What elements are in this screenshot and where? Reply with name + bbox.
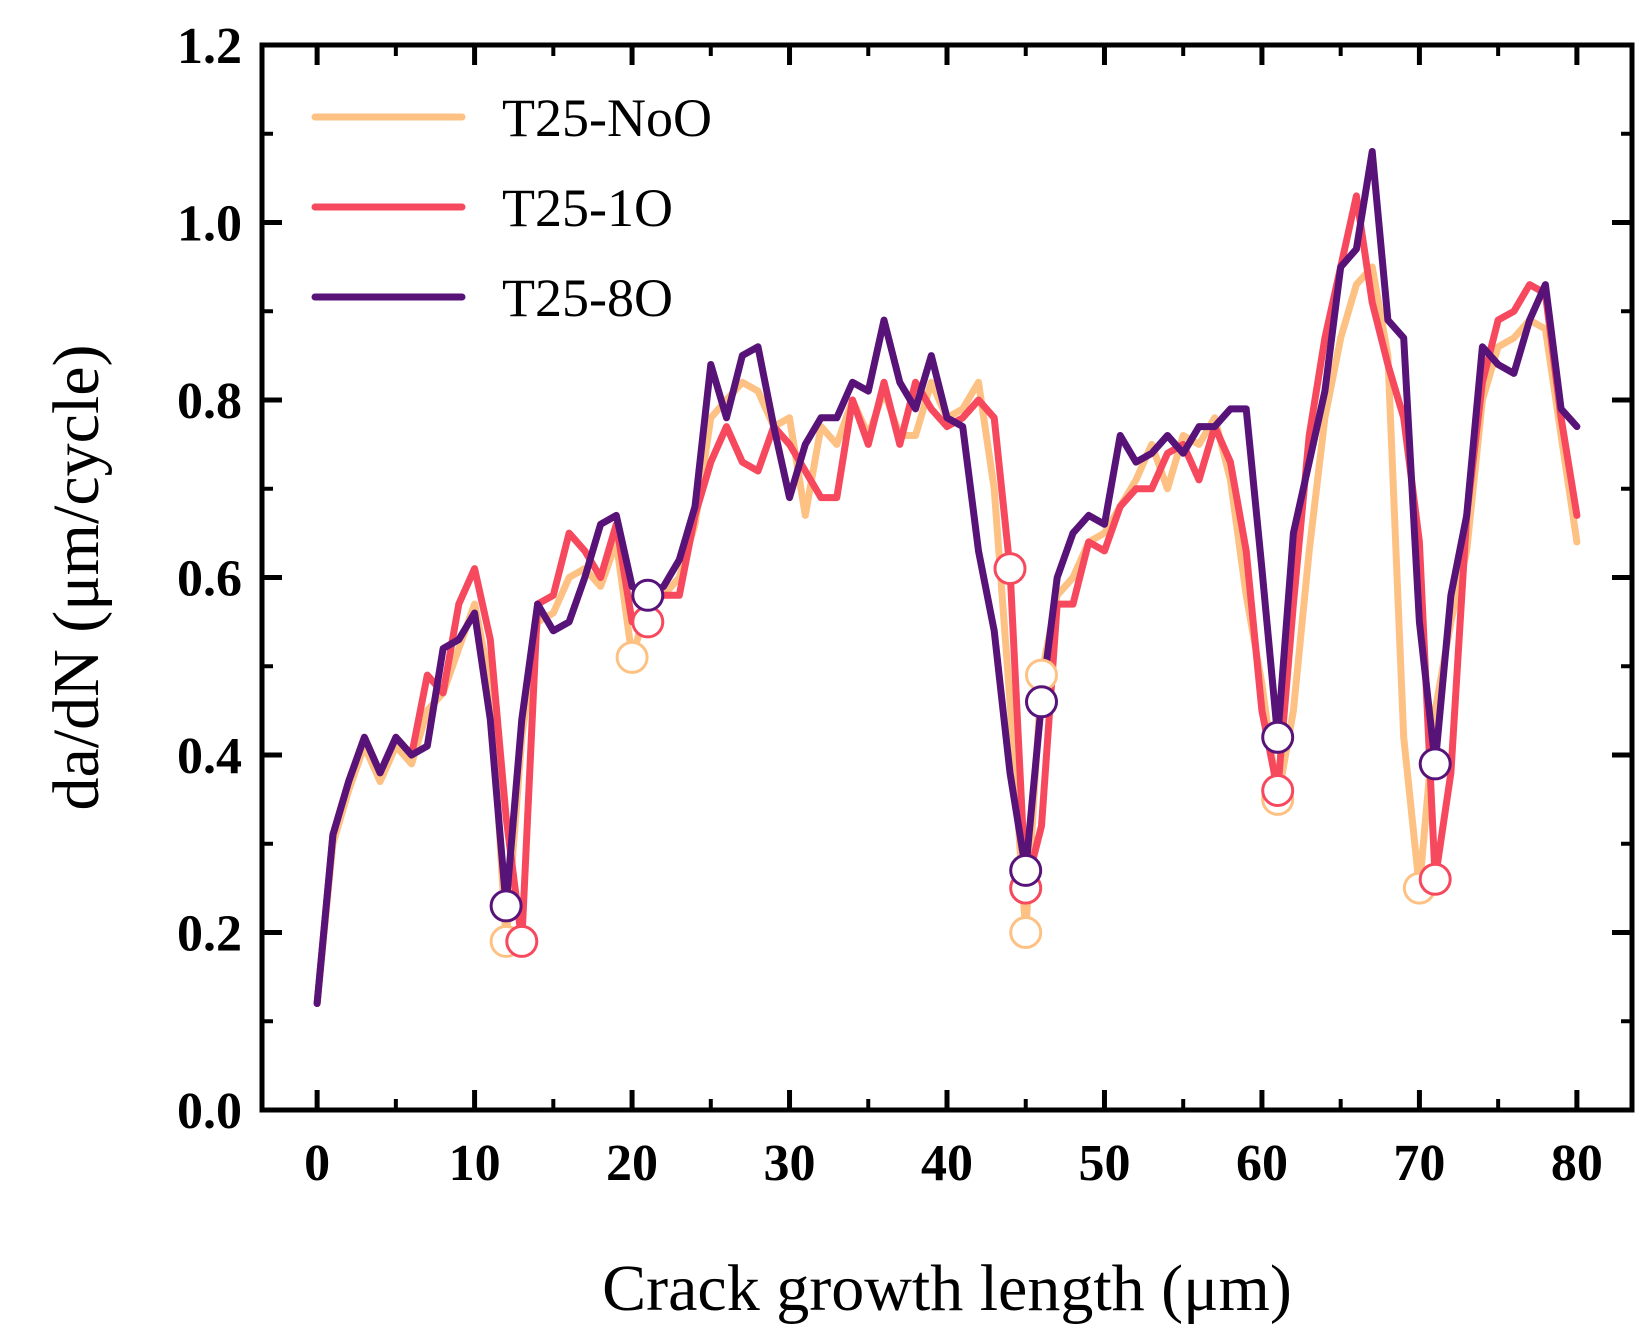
marker-2-4: [1261, 720, 1295, 754]
y-tick-label-2: 0.4: [177, 728, 242, 785]
x-axis-title: Crack growth length (μm): [602, 1252, 1292, 1325]
legend-label-2: T25-8O: [502, 268, 673, 328]
x-tick-label-8: 80: [1551, 1135, 1603, 1192]
series-layer: [313, 148, 1581, 1007]
label-layer: 0 10 20 30 40 50 60 70 80 0.0 0.2 0.4 0.6 0.8 1.0 1.2: [177, 18, 1603, 1192]
marker-1-5: [1418, 862, 1452, 896]
x-tick-label-6: 60: [1236, 1135, 1288, 1192]
marker-0-1: [615, 640, 649, 674]
x-tick-label-5: 50: [1078, 1135, 1130, 1192]
marker-2-5: [1418, 747, 1452, 781]
tick-layer: [262, 42, 1632, 1113]
marker-1-4: [1261, 774, 1295, 807]
legend-label-0: T25-NoO: [502, 88, 712, 148]
y-tick-label-6: 1.2: [177, 18, 242, 75]
x-tick-label-2: 20: [606, 1135, 658, 1192]
x-tick-label-7: 70: [1393, 1135, 1445, 1192]
marker-1-0: [505, 924, 539, 958]
marker-0-3: [1009, 916, 1043, 949]
legend: T25-NoO T25-1O T25-8O: [311, 88, 712, 328]
x-tick-label-4: 40: [921, 1135, 973, 1192]
y-tick-label-1: 0.2: [177, 906, 242, 963]
series-line-1: [313, 192, 1581, 1007]
marker-2-1: [631, 578, 665, 612]
y-tick-label-4: 0.8: [177, 373, 242, 430]
marker-2-0: [489, 889, 523, 923]
y-tick-label-0: 0.0: [177, 1083, 242, 1140]
x-tick-label-0: 0: [304, 1135, 330, 1192]
marker-2-2: [1009, 853, 1043, 887]
series-line-2: [313, 148, 1581, 1007]
y-axis-title: da/dN (μm/cycle): [40, 344, 113, 810]
x-tick-label-3: 30: [764, 1135, 816, 1192]
marker-1-2: [993, 552, 1027, 586]
marker-2-3: [1025, 685, 1058, 719]
y-tick-label-5: 1.0: [177, 196, 242, 253]
x-tick-label-1: 10: [449, 1135, 501, 1192]
y-tick-label-3: 0.6: [177, 551, 242, 608]
marker-layer: [489, 552, 1452, 958]
legend-label-1: T25-1O: [502, 178, 673, 238]
